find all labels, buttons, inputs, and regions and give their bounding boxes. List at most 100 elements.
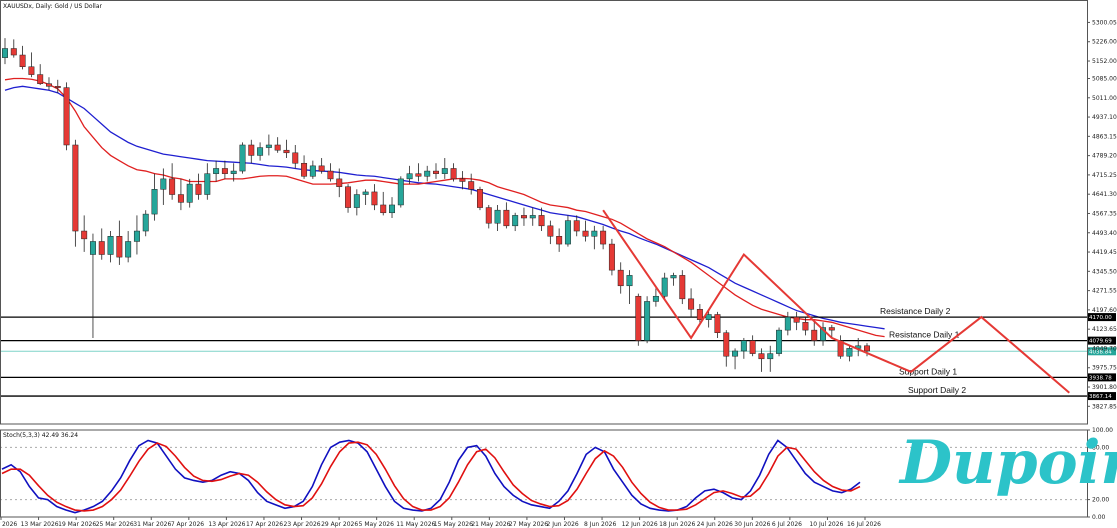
candle-body[interactable] (274, 144, 281, 151)
candle-body[interactable] (257, 147, 264, 156)
candle-body[interactable] (556, 236, 563, 245)
candle-body[interactable] (617, 269, 624, 287)
candle-body[interactable] (758, 353, 765, 360)
candle-body[interactable] (177, 194, 184, 203)
candle-body[interactable] (635, 295, 642, 341)
candle-body[interactable] (336, 178, 343, 187)
candle-body[interactable] (353, 194, 360, 208)
candle-body[interactable] (582, 230, 589, 237)
candle-body[interactable] (54, 86, 61, 88)
candle-body[interactable] (600, 230, 607, 245)
candle-body[interactable] (547, 225, 554, 237)
candle-body[interactable] (723, 332, 730, 357)
candle-body[interactable] (283, 149, 290, 154)
candle-body[interactable] (441, 168, 448, 174)
candle-body[interactable] (696, 309, 703, 320)
candle-body[interactable] (301, 162, 308, 177)
candle-body[interactable] (864, 345, 870, 352)
candle-body[interactable] (345, 186, 352, 208)
candle-body[interactable] (679, 275, 686, 300)
candle-body[interactable] (846, 348, 853, 357)
candle-body[interactable] (72, 144, 79, 232)
candle-body[interactable] (485, 207, 492, 224)
candle-body[interactable] (389, 204, 395, 214)
candle-body[interactable] (837, 340, 844, 357)
candle-body[interactable] (116, 236, 123, 258)
candle-body[interactable] (688, 298, 695, 310)
candle-body[interactable] (828, 327, 835, 331)
candle-body[interactable] (512, 215, 519, 227)
candle-body[interactable] (740, 340, 747, 352)
candle-body[interactable] (133, 230, 140, 242)
candle-body[interactable] (424, 170, 431, 177)
candle-body[interactable] (309, 165, 316, 177)
candle-body[interactable] (265, 144, 272, 148)
candle-body[interactable] (749, 340, 756, 354)
candle-body[interactable] (107, 236, 114, 255)
candle-body[interactable] (732, 350, 739, 357)
candle-body[interactable] (477, 189, 483, 208)
candle-body[interactable] (564, 220, 571, 245)
candle-body[interactable] (820, 327, 826, 341)
candle-body[interactable] (380, 204, 387, 214)
candle-body[interactable] (63, 87, 70, 146)
candle-body[interactable] (89, 241, 96, 255)
candle-body[interactable] (433, 170, 439, 174)
candle-body[interactable] (652, 295, 659, 302)
price-pane[interactable]: 4170.00 Resistance Daily 2 4079.69 Resistan… (0, 38, 1116, 401)
candle-body[interactable] (397, 178, 404, 206)
candle-body[interactable] (670, 275, 677, 279)
candle-body[interactable] (793, 316, 800, 323)
candle-body[interactable] (221, 168, 228, 174)
candle-body[interactable] (776, 329, 783, 354)
candle-body[interactable] (28, 66, 35, 75)
candle-body[interactable] (811, 329, 818, 341)
candle-body[interactable] (714, 314, 721, 333)
candle-body[interactable] (81, 230, 88, 240)
candle-body[interactable] (160, 178, 167, 190)
candle-body[interactable] (169, 178, 176, 195)
candle-body[interactable] (450, 168, 457, 180)
candle-body[interactable] (644, 301, 651, 341)
candle-body[interactable] (292, 152, 299, 164)
candle-body[interactable] (494, 209, 501, 224)
candle-body[interactable] (248, 144, 255, 156)
candle-body[interactable] (142, 213, 149, 232)
candle-body[interactable] (230, 170, 237, 174)
candle-body[interactable] (573, 220, 580, 232)
candle-body[interactable] (10, 48, 17, 56)
candle-body[interactable] (46, 83, 52, 87)
candle-body[interactable] (661, 277, 668, 297)
candle-body[interactable] (98, 241, 105, 255)
candle-body[interactable] (459, 178, 466, 182)
candle-body[interactable] (2, 48, 8, 58)
candle-body[interactable] (406, 173, 413, 180)
candle-body[interactable] (318, 165, 325, 172)
candle-body[interactable] (529, 215, 536, 219)
candle-body[interactable] (626, 275, 633, 287)
candle-body[interactable] (19, 54, 26, 68)
candle-body[interactable] (125, 241, 132, 258)
candle-body[interactable] (468, 181, 475, 190)
candle-body[interactable] (204, 173, 211, 195)
candle-body[interactable] (784, 316, 791, 331)
candle-body[interactable] (415, 173, 422, 177)
stochastic-pane[interactable] (0, 439, 1087, 514)
candle-body[interactable] (186, 183, 193, 203)
candle-body[interactable] (767, 353, 774, 360)
candle-body[interactable] (151, 189, 158, 215)
candle-body[interactable] (195, 183, 202, 195)
candle-body[interactable] (802, 322, 809, 331)
candle-body[interactable] (538, 215, 545, 227)
candle-body[interactable] (362, 191, 369, 195)
candle-body[interactable] (213, 168, 220, 174)
candle-body[interactable] (591, 230, 598, 237)
candle-body[interactable] (705, 314, 712, 320)
candle-body[interactable] (503, 209, 510, 227)
candle-body[interactable] (239, 144, 246, 172)
candle-body[interactable] (608, 243, 615, 271)
candle-body[interactable] (520, 215, 527, 219)
candle-body[interactable] (371, 191, 378, 206)
candle-body[interactable] (327, 170, 334, 180)
